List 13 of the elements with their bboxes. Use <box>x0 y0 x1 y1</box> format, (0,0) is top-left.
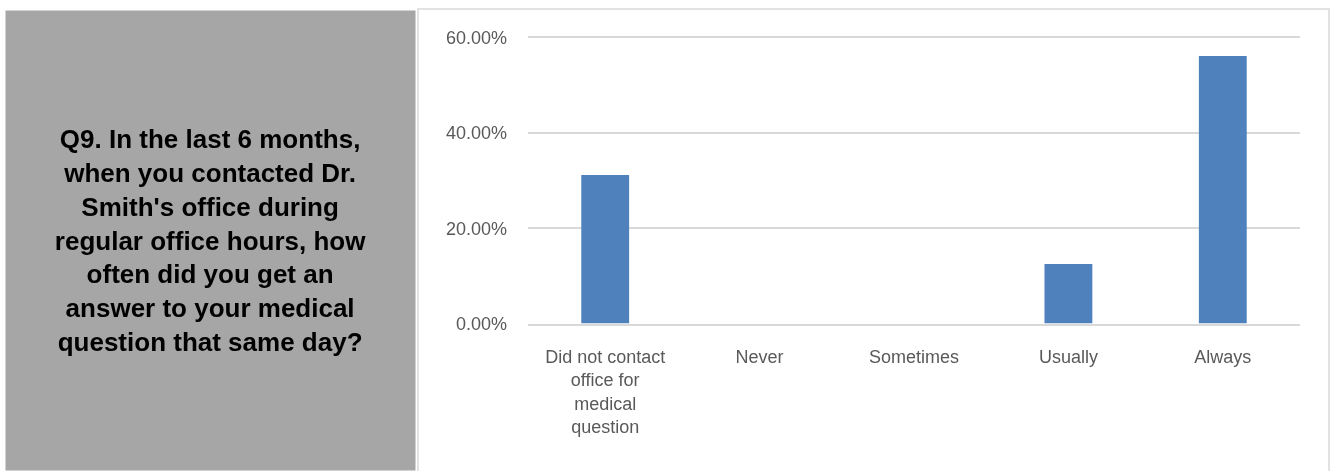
x-tick-label: Always <box>1194 346 1252 367</box>
x-tick-label: Sometimes <box>868 346 960 367</box>
y-tick-label: 20.00% <box>445 218 507 239</box>
text: Q9. In the last 6 months, when you contacted Dr. Smith's office during regular office hours, how often did you get an answer to your medical question that same day? <box>54 124 367 357</box>
x-tick-label: Never <box>735 346 784 367</box>
y-tick-label: 0.00% <box>455 313 507 334</box>
x-tick-label: Usually <box>1038 346 1098 367</box>
y-tick-label: 60.00% <box>445 28 507 49</box>
bar <box>1044 264 1093 324</box>
x-tick-label: Did not contact office for medical question <box>545 346 666 438</box>
bar <box>581 175 630 324</box>
y-tick-label: 40.00% <box>445 123 507 144</box>
bar <box>1198 56 1247 324</box>
